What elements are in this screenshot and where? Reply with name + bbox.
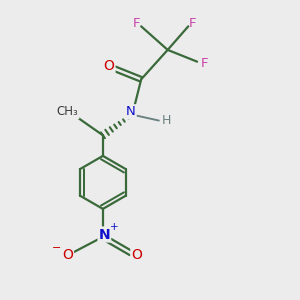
Text: O: O <box>62 248 73 262</box>
Text: F: F <box>201 57 208 70</box>
Text: F: F <box>189 17 196 30</box>
Text: F: F <box>133 17 140 30</box>
Text: O: O <box>103 59 114 73</box>
Text: +: + <box>110 222 118 233</box>
Text: −: − <box>52 243 61 253</box>
Text: O: O <box>131 248 142 262</box>
Text: CH₃: CH₃ <box>57 105 78 118</box>
Text: N: N <box>126 105 136 118</box>
Text: H: H <box>161 114 171 127</box>
Text: N: N <box>98 227 110 242</box>
